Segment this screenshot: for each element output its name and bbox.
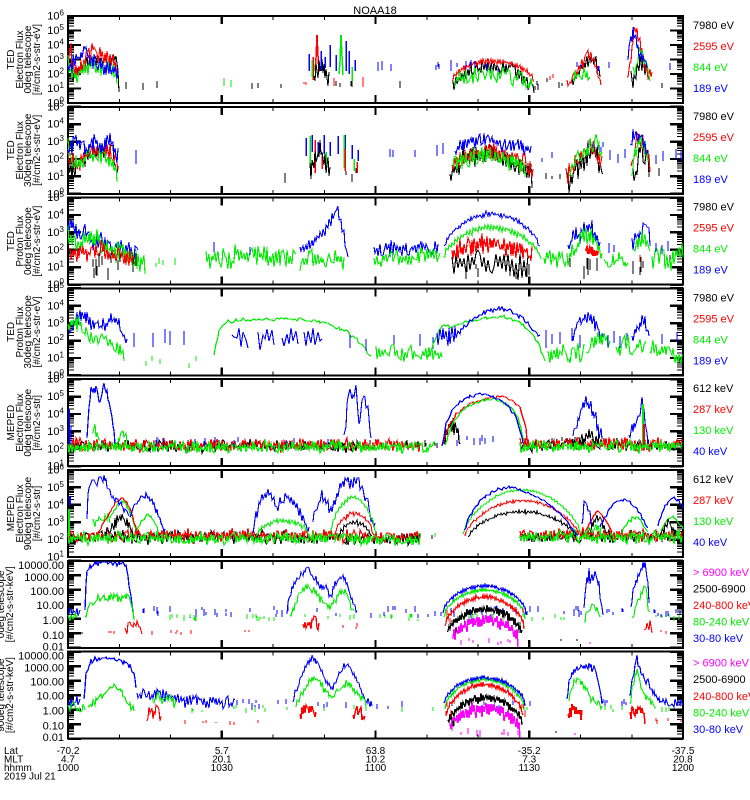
svg-text:287 keV: 287 keV <box>693 495 734 507</box>
svg-text:2595 eV: 2595 eV <box>693 223 735 235</box>
svg-text:10.00: 10.00 <box>36 600 64 612</box>
svg-text:844 eV: 844 eV <box>693 244 729 256</box>
svg-text:844 eV: 844 eV <box>693 62 729 74</box>
svg-text:63.8: 63.8 <box>366 746 386 757</box>
svg-text:0deg telescope: 0deg telescope <box>23 25 34 93</box>
svg-text:1.00: 1.00 <box>43 706 64 718</box>
svg-text:1130: 1130 <box>518 763 540 774</box>
svg-text:1000.00: 1000.00 <box>24 572 64 584</box>
svg-text:10.2: 10.2 <box>366 755 386 766</box>
svg-text:-70.2: -70.2 <box>57 746 80 757</box>
svg-text:TED: TED <box>6 231 17 251</box>
svg-text:30deg telescope: 30deg telescope <box>23 113 34 187</box>
svg-text:7980 eV: 7980 eV <box>693 20 735 32</box>
svg-text:2019 Jul 21: 2019 Jul 21 <box>4 772 56 783</box>
svg-text:1000.00: 1000.00 <box>24 663 64 675</box>
svg-text:> 6900 keV: > 6900 keV <box>693 567 750 579</box>
svg-text:612 keV: 612 keV <box>693 474 734 486</box>
svg-text:1200: 1200 <box>672 763 695 774</box>
svg-text:189 eV: 189 eV <box>693 355 729 367</box>
svg-text:0.01: 0.01 <box>43 732 64 744</box>
svg-text:MLT: MLT <box>4 755 23 766</box>
svg-text:Electron Flux: Electron Flux <box>15 394 26 452</box>
svg-text:-35.2: -35.2 <box>518 746 541 757</box>
svg-text:90deg telescope: 90deg telescope <box>23 476 34 550</box>
svg-text:7980 eV: 7980 eV <box>693 202 735 214</box>
svg-text:189 eV: 189 eV <box>693 83 729 95</box>
svg-text:-37.5: -37.5 <box>672 746 695 757</box>
svg-text:90deg telescope: 90deg telescope <box>0 658 7 732</box>
svg-text:[#/cm2-s-str]: [#/cm2-s-str] <box>32 395 43 451</box>
svg-text:40 keV: 40 keV <box>693 446 728 458</box>
svg-text:[#/cm2-s-str-eV]: [#/cm2-s-str-eV] <box>32 24 43 95</box>
svg-text:TED: TED <box>6 322 17 342</box>
svg-text:[#/cm2-s-str]: [#/cm2-s-str] <box>32 486 43 542</box>
svg-text:0deg telescope: 0deg telescope <box>0 570 7 638</box>
svg-text:20.8: 20.8 <box>673 755 693 766</box>
svg-text:4.7: 4.7 <box>61 755 75 766</box>
svg-text:844 eV: 844 eV <box>693 334 729 346</box>
svg-text:MEPED: MEPED <box>6 496 17 532</box>
svg-text:1100: 1100 <box>365 763 387 774</box>
svg-text:[#/cm2-s-str-keV]: [#/cm2-s-str-keV] <box>5 566 16 642</box>
svg-text:1.00: 1.00 <box>43 615 64 627</box>
svg-text:5.7: 5.7 <box>215 746 229 757</box>
svg-text:0.10: 0.10 <box>43 721 64 733</box>
svg-text:240-800 keV: 240-800 keV <box>693 600 750 612</box>
svg-text:7980 eV: 7980 eV <box>693 292 735 304</box>
svg-text:189 eV: 189 eV <box>693 265 729 277</box>
svg-text:TED: TED <box>6 140 17 160</box>
svg-text:2595 eV: 2595 eV <box>693 132 735 144</box>
svg-text:80-240 keV: 80-240 keV <box>693 617 750 629</box>
svg-text:130 keV: 130 keV <box>693 425 734 437</box>
svg-text:hhmm: hhmm <box>4 763 32 774</box>
svg-text:30-80 keV: 30-80 keV <box>693 724 744 736</box>
svg-text:[#/cm2-s-str-eV]: [#/cm2-s-str-eV] <box>32 296 43 367</box>
svg-text:80-240 keV: 80-240 keV <box>693 707 750 719</box>
svg-text:NOAA18: NOAA18 <box>353 5 396 17</box>
svg-text:189 eV: 189 eV <box>693 174 729 186</box>
svg-text:1030: 1030 <box>211 763 234 774</box>
svg-text:40 keV: 40 keV <box>693 537 728 549</box>
svg-text:612 keV: 612 keV <box>693 383 734 395</box>
svg-text:287 keV: 287 keV <box>693 404 734 416</box>
svg-text:Electron Flux: Electron Flux <box>15 30 26 88</box>
svg-text:Electron Flux: Electron Flux <box>15 484 26 542</box>
svg-text:240-800 keV: 240-800 keV <box>693 691 750 703</box>
svg-text:Lat: Lat <box>4 746 18 757</box>
svg-text:> 6900 keV: > 6900 keV <box>693 658 750 670</box>
svg-text:10000.00: 10000.00 <box>18 560 64 572</box>
svg-text:7.3: 7.3 <box>522 755 536 766</box>
svg-text:130 keV: 130 keV <box>693 516 734 528</box>
svg-text:30deg telescope: 30deg telescope <box>23 295 34 369</box>
svg-text:2595 eV: 2595 eV <box>693 41 735 53</box>
svg-text:844 eV: 844 eV <box>693 153 729 165</box>
svg-text:[#/cm2-s-str-eV]: [#/cm2-s-str-eV] <box>32 115 43 186</box>
svg-text:Electron Flux: Electron Flux <box>15 121 26 179</box>
svg-text:1000: 1000 <box>57 763 80 774</box>
svg-text:MEPED: MEPED <box>6 405 17 441</box>
svg-text:2500-6900: 2500-6900 <box>693 674 746 686</box>
svg-text:Proton Flux: Proton Flux <box>15 306 26 357</box>
svg-text:TED: TED <box>6 50 17 70</box>
svg-text:0deg telescope: 0deg telescope <box>23 388 34 456</box>
svg-text:0deg telescope: 0deg telescope <box>23 207 34 275</box>
svg-text:30-80 keV: 30-80 keV <box>693 633 744 645</box>
svg-text:[#/cm2-s-str-eV]: [#/cm2-s-str-eV] <box>32 205 43 276</box>
svg-text:7980 eV: 7980 eV <box>693 111 735 123</box>
svg-text:[#/cm2-s-str-keV]: [#/cm2-s-str-keV] <box>5 657 16 733</box>
svg-text:100.00: 100.00 <box>30 677 64 689</box>
svg-text:10.00: 10.00 <box>36 691 64 703</box>
svg-text:100.00: 100.00 <box>30 586 64 598</box>
svg-text:0.10: 0.10 <box>43 630 64 642</box>
svg-text:20.1: 20.1 <box>212 755 232 766</box>
svg-text:0.01: 0.01 <box>43 641 64 653</box>
svg-text:10000.00: 10000.00 <box>18 651 64 663</box>
svg-text:Proton Flux: Proton Flux <box>15 216 26 267</box>
svg-text:2500-6900: 2500-6900 <box>693 583 746 595</box>
svg-text:2595 eV: 2595 eV <box>693 313 735 325</box>
